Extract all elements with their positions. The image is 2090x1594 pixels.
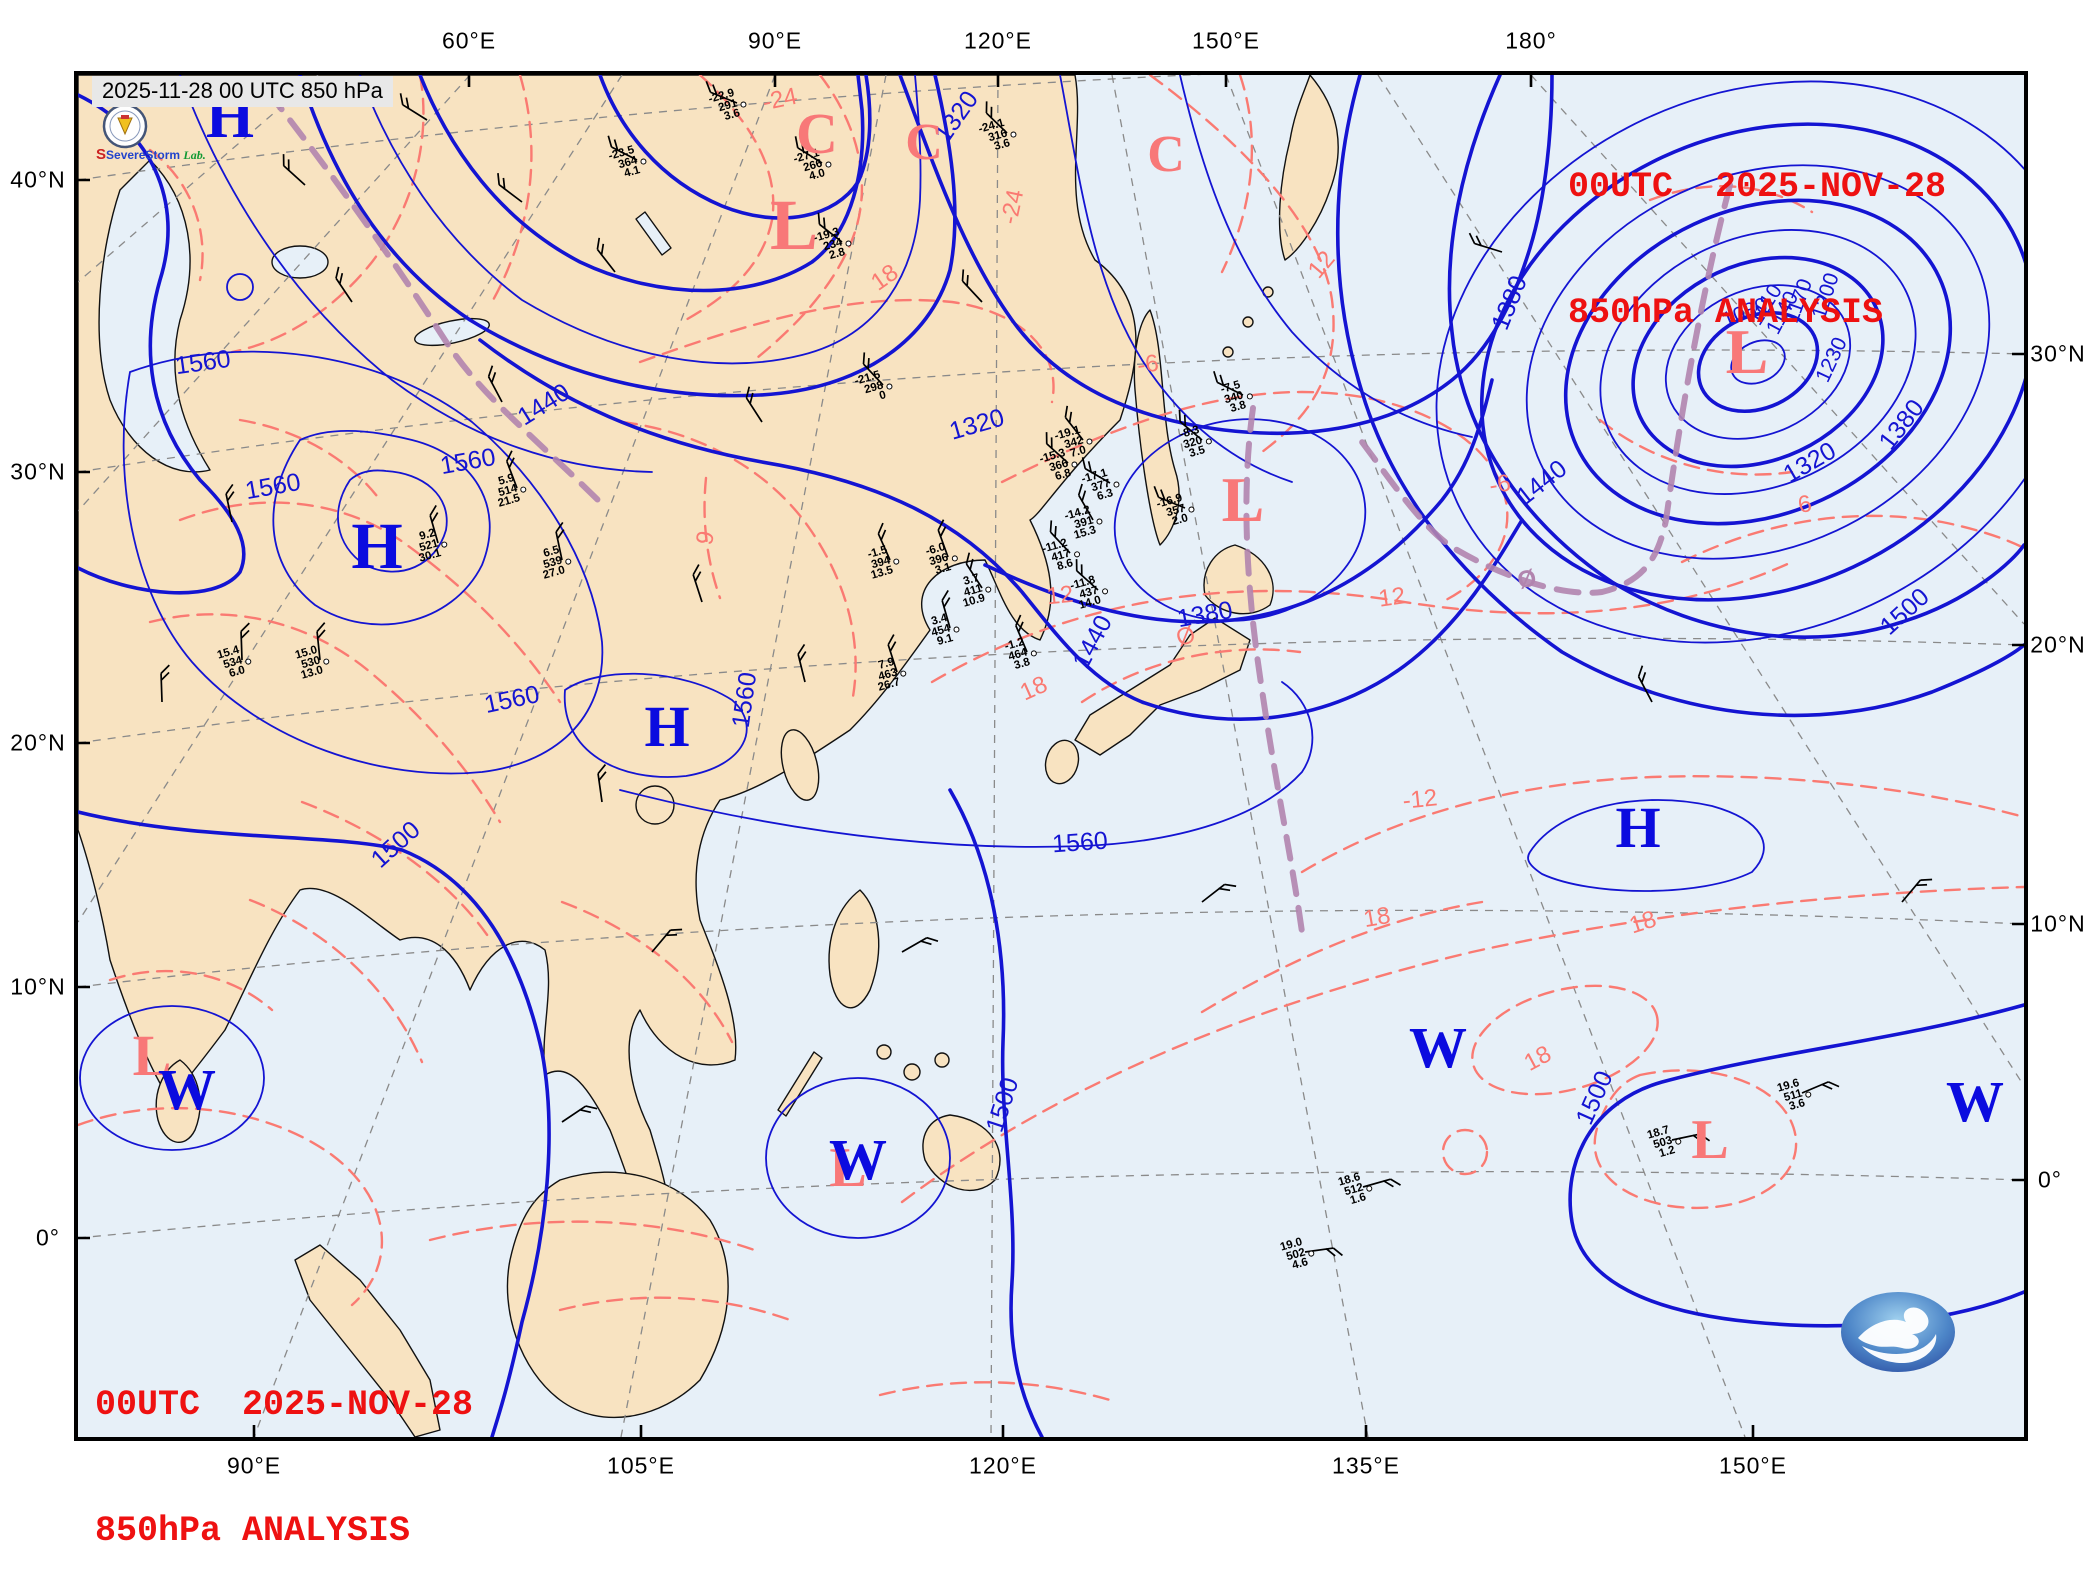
axis-ticks [78, 75, 2024, 1437]
kuril-island-3 [1222, 346, 1234, 358]
warm-centre: W [1946, 1069, 2004, 1134]
baikal-lake [635, 211, 672, 256]
height-contour-label: 1560 [1051, 826, 1109, 859]
axis-label-left: 0° [36, 1224, 60, 1251]
axis-label-left: 10°N [10, 973, 66, 1000]
stamp-level: 850hPa ANALYSIS [95, 1511, 411, 1551]
storm-lab-logo-text: SSevereStorm Lab. [96, 146, 206, 163]
mindanao-island [922, 1114, 1001, 1191]
sumatra-island [294, 1244, 441, 1437]
isotherm-label: -12 [1401, 784, 1439, 815]
sri-lanka-island [155, 1059, 201, 1143]
low-centre: L [132, 1023, 172, 1088]
kyushu-island [1044, 739, 1080, 785]
luzon-island [828, 889, 880, 1009]
isotherm-label: 12 [1045, 580, 1075, 611]
axis-label-left: 20°N [10, 729, 66, 756]
stamp-datetime: 00UTC 2025-NOV-28 [95, 1385, 474, 1425]
axis-label-right: 10°N [2030, 910, 2086, 937]
storm-lab-suffix: Lab. [183, 148, 206, 162]
isotherm-label: -6 [1135, 349, 1161, 380]
axis-label-left: 40°N [10, 166, 66, 193]
isotherm-lines [78, 75, 2024, 1402]
stamp-datetime: 00UTC 2025-NOV-28 [1568, 167, 1947, 207]
low-centre: L [829, 1137, 867, 1199]
warm-centre: W [1409, 1015, 1467, 1080]
axis-label-right: 30°N [2030, 340, 2086, 367]
height-contour-lines [78, 75, 2024, 1437]
cwb-logo [1841, 1292, 1955, 1372]
stamp-level: 850hPa ANALYSIS [1568, 293, 1884, 333]
axis-label-bottom: 150°E [1719, 1452, 1787, 1479]
honshu-island [1074, 617, 1251, 756]
isotherm-label: 12 [1376, 582, 1408, 613]
axis-label-top: 60°E [441, 27, 497, 54]
warm-centre: W [829, 1127, 887, 1192]
axis-label-right: 20°N [2030, 631, 2086, 658]
analysis-stamp-bottom-left: 00UTC 2025-NOV-28 850hPa ANALYSIS [95, 1300, 473, 1594]
low-centre: L [1221, 464, 1265, 535]
weather-analysis-page: { "header": { "title": "2025-11-28 00 UT… [0, 0, 2090, 1510]
axis-label-top: 90°E [747, 27, 803, 54]
low-centre: L [1725, 316, 1769, 387]
storm-lab-logo [102, 103, 148, 149]
isotherm-label: -6 [1487, 469, 1513, 500]
kuril-island-2 [1242, 316, 1254, 328]
taiwan-island [780, 729, 820, 801]
axis-label-top: 150°E [1192, 27, 1260, 54]
visayas-island [876, 1044, 892, 1060]
low-centre: L [769, 185, 819, 265]
axis-label-top: 180° [1505, 27, 1557, 54]
zero-degree-isotherm-lines [265, 89, 1733, 935]
visayas-island-3 [934, 1052, 950, 1068]
axis-label-bottom: 105°E [607, 1452, 675, 1479]
visayas-island-2 [903, 1063, 921, 1081]
axis-label-bottom: 120°E [969, 1452, 1037, 1479]
isotherm-label: 18 [1361, 901, 1393, 934]
axis-label-bottom: 135°E [1332, 1452, 1400, 1479]
cold-centre: C [905, 114, 943, 171]
sakhalin-island [1133, 309, 1180, 546]
balkhash-lake [414, 317, 490, 347]
axis-label-left: 30°N [10, 458, 66, 485]
cold-centre: C [796, 101, 838, 166]
high-centre: H [351, 510, 403, 583]
borneo-island [506, 1171, 729, 1419]
storm-lab-name: SSevereStorm [96, 146, 181, 163]
low-centre: L [1691, 1109, 1729, 1171]
weather-map-canvas [78, 75, 2024, 1437]
warm-centre: W [158, 1057, 216, 1122]
high-centre: H [1615, 795, 1661, 860]
map-title-box: 2025-11-28 00 UTC 850 hPa [92, 76, 393, 107]
analysis-stamp-top-right: 00UTC 2025-NOV-28 850hPa ANALYSIS [1568, 82, 1946, 376]
hokkaido-island [1203, 544, 1274, 615]
hainan-island [635, 785, 675, 825]
axis-label-top: 120°E [964, 27, 1032, 54]
cold-centre: C [1147, 126, 1185, 183]
axis-label-right: 0° [2038, 1166, 2062, 1193]
axis-label-bottom: 90°E [226, 1452, 282, 1479]
high-centre: H [644, 694, 690, 759]
